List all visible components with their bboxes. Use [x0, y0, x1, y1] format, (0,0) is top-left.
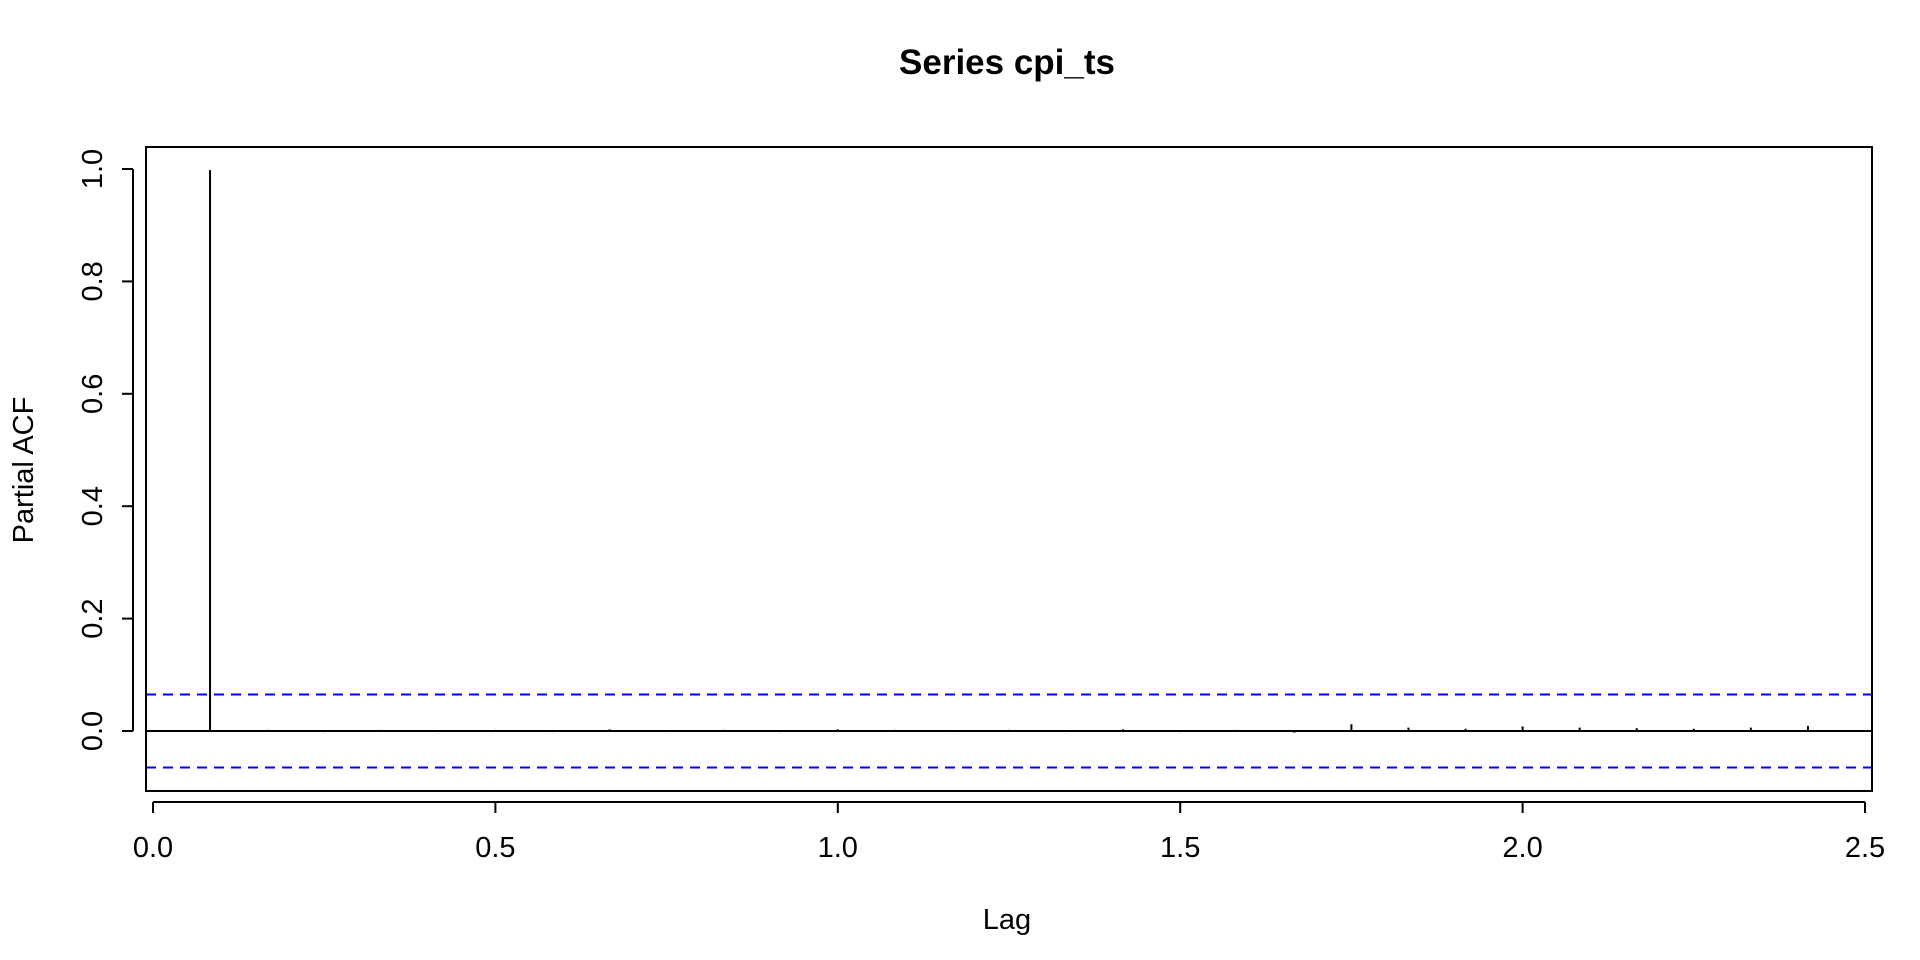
- x-tick-label: 2.0: [1502, 832, 1542, 864]
- y-tick-label: 0.8: [77, 261, 109, 301]
- y-tick-label: 0.4: [77, 486, 109, 526]
- y-axis-label: Partial ACF: [8, 397, 40, 544]
- y-tick-label: 0.6: [77, 374, 109, 414]
- x-axis-label: Lag: [983, 904, 1031, 936]
- x-tick-label: 2.5: [1845, 832, 1885, 864]
- x-tick-label: 1.5: [1160, 832, 1200, 864]
- x-tick-label: 0.0: [133, 832, 173, 864]
- y-axis: 0.0 0.2 0.4 0.6 0.8 1.0: [77, 149, 134, 751]
- x-axis: 0.0 0.5 1.0 1.5 2.0 2.5: [133, 801, 1885, 864]
- y-tick-label: 1.0: [77, 149, 109, 189]
- plot-frame: [145, 146, 1873, 792]
- y-tick-label: 0.0: [77, 711, 109, 751]
- x-tick-label: 0.5: [475, 832, 515, 864]
- plot-area: [145, 146, 1873, 792]
- x-tick-label: 1.0: [818, 832, 858, 864]
- chart-title: Series cpi_ts: [899, 43, 1115, 82]
- y-tick-label: 0.2: [77, 598, 109, 638]
